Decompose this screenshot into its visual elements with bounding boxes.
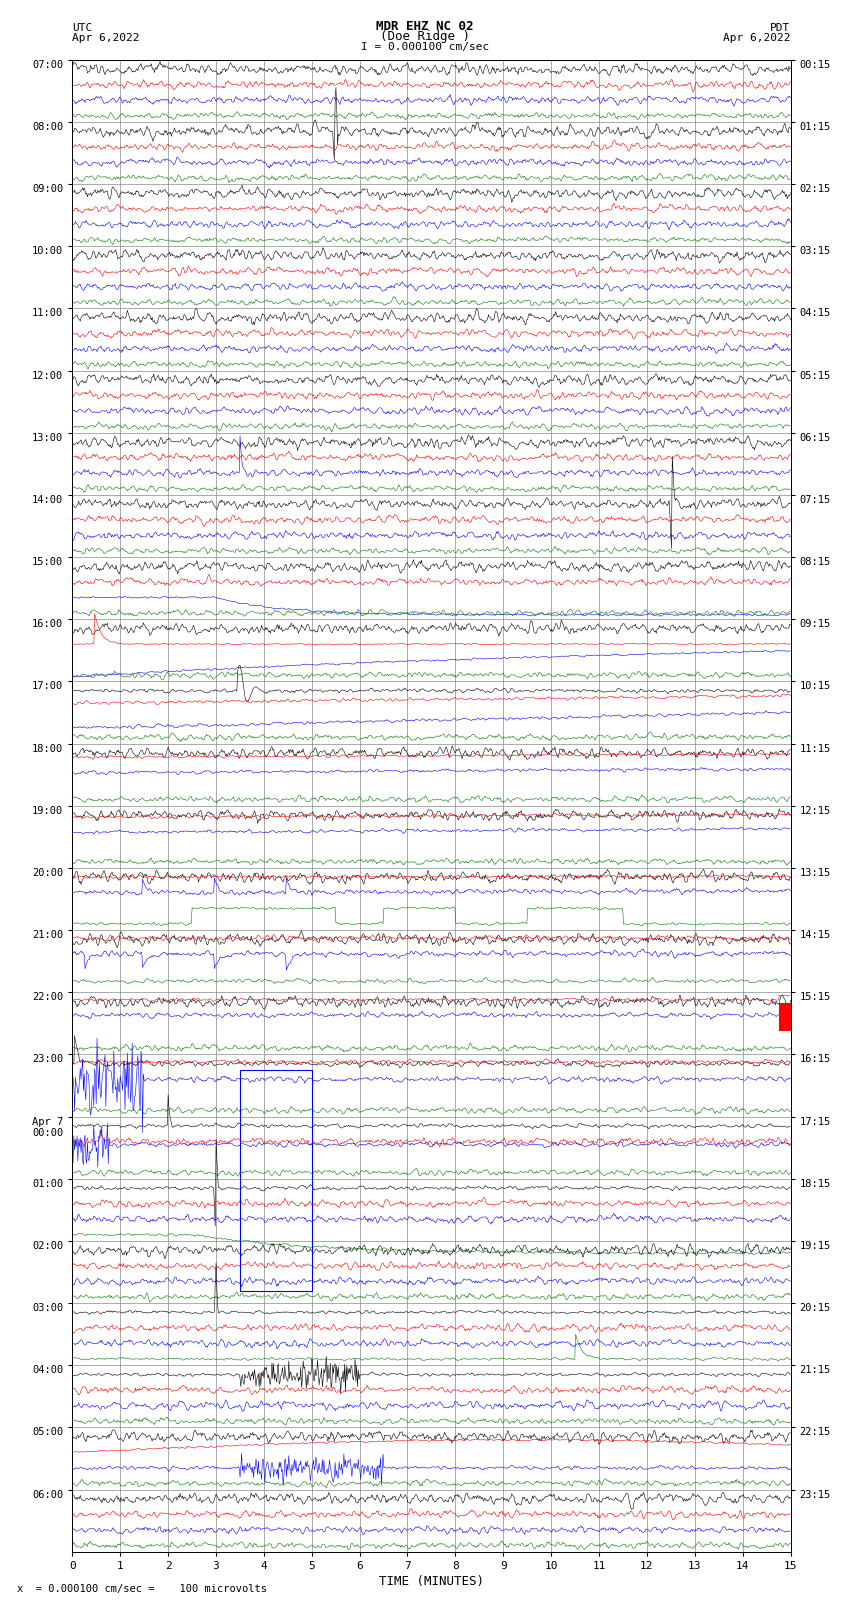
Text: PDT: PDT	[770, 23, 790, 32]
Text: I = 0.000100 cm/sec: I = 0.000100 cm/sec	[361, 42, 489, 52]
Text: UTC: UTC	[72, 23, 93, 32]
Text: Apr 6,2022: Apr 6,2022	[72, 32, 139, 44]
Text: MDR EHZ NC 02: MDR EHZ NC 02	[377, 19, 473, 32]
Text: x  = 0.000100 cm/sec =    100 microvolts: x = 0.000100 cm/sec = 100 microvolts	[17, 1584, 267, 1594]
Text: (Doe Ridge ): (Doe Ridge )	[380, 29, 470, 44]
Bar	[240, 1069, 312, 1290]
X-axis label: TIME (MINUTES): TIME (MINUTES)	[379, 1574, 484, 1587]
Bar	[779, 1003, 790, 1031]
Text: Apr 6,2022: Apr 6,2022	[723, 32, 791, 44]
